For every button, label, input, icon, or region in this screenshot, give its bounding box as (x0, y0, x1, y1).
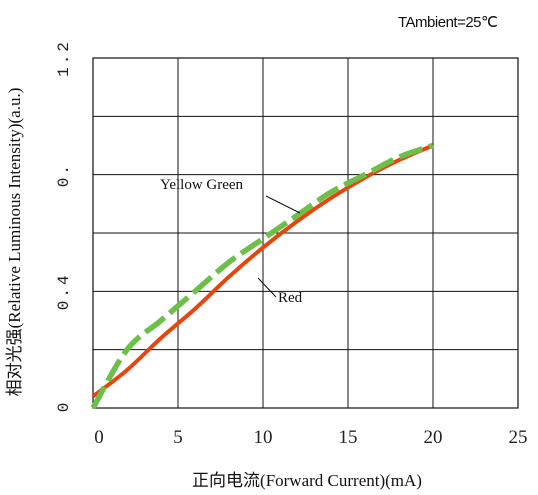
x-tick-label: 25 (509, 427, 528, 448)
tick-labels: 0 5 10 15 20 25 0 0.4 0. 1.2 (55, 39, 528, 448)
x-axis-title: 正向电流(Forward Current)(mA) (192, 471, 422, 490)
grid (92, 57, 519, 409)
series-line-yellow-green (90, 142, 434, 410)
x-tick-label: 10 (254, 427, 273, 448)
plot-frame (92, 57, 519, 409)
series-layer (90, 142, 434, 410)
annotation-yellow-green-leader (265, 195, 301, 214)
y-tick-label: 0.4 (55, 272, 73, 310)
x-tick-label: 15 (339, 427, 358, 448)
x-tick-label: 0 (94, 427, 104, 448)
y-tick-label: 0 (55, 400, 73, 413)
y-axis-title: 相对光强(Relative Luminous Intensity)(a.u.) (5, 88, 24, 397)
y-tick-label: 0. (55, 162, 73, 187)
condition-label: TAmbient=25℃ (398, 14, 497, 31)
annotation-red: Red (278, 290, 303, 306)
annotation-yellow-green: Yellow Green (160, 177, 244, 193)
annotation-red-leader (257, 277, 277, 298)
x-tick-label: 5 (173, 427, 183, 448)
y-tick-label: 1.2 (55, 39, 73, 77)
x-tick-label: 20 (424, 427, 443, 448)
